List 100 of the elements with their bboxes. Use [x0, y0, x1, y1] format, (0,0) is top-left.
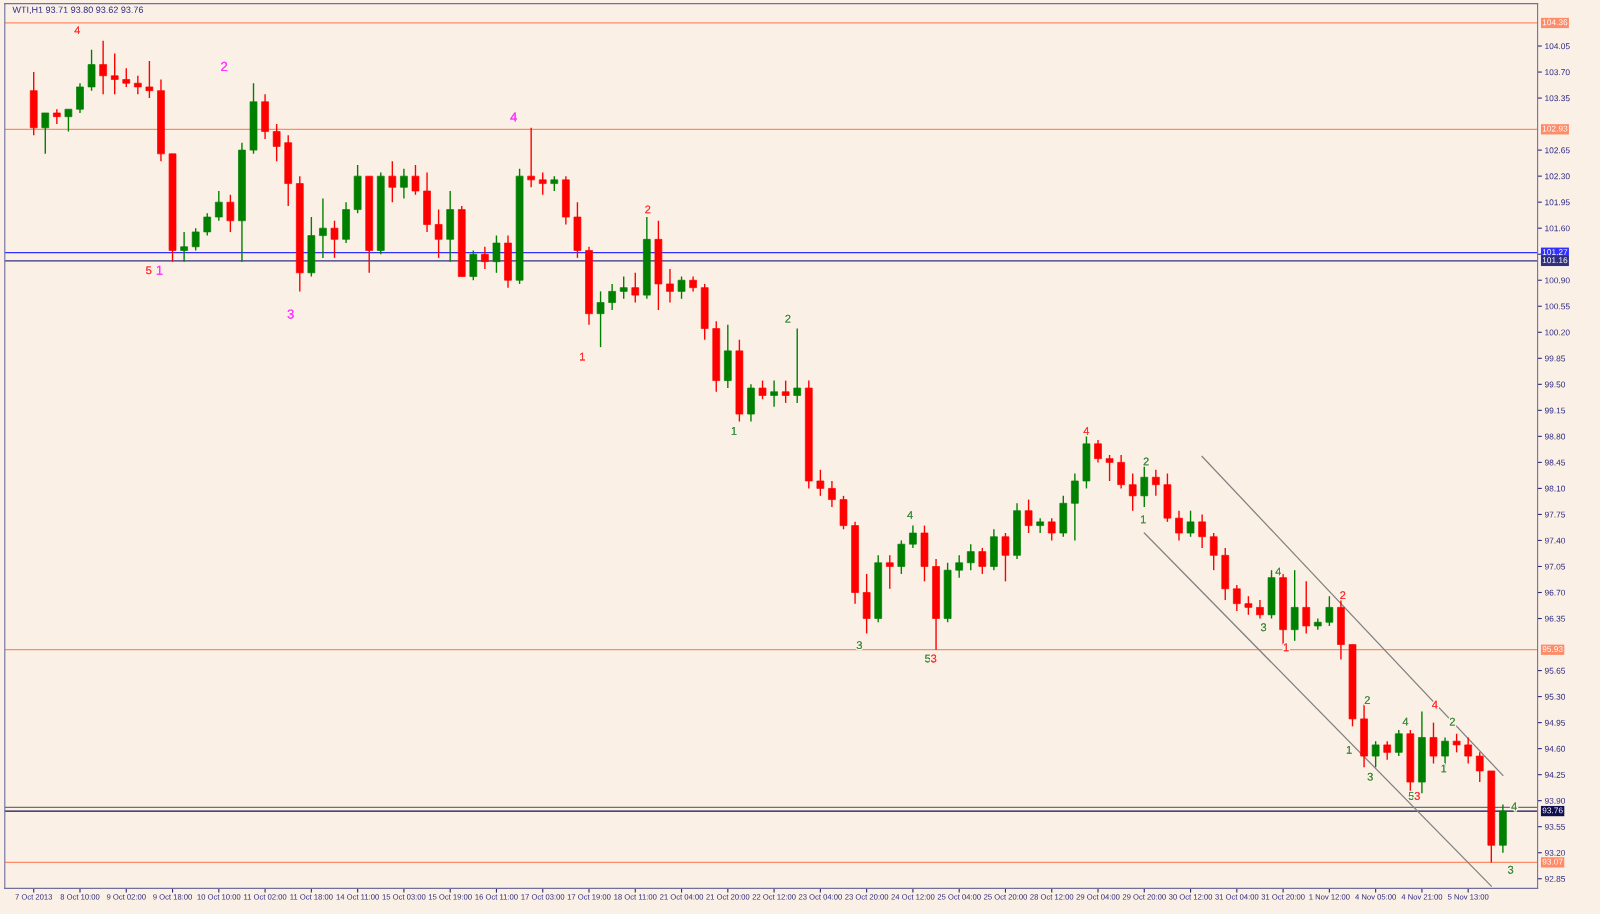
annotation: 1: [1441, 764, 1447, 773]
candlestick: [41, 112, 50, 155]
candlestick: [527, 127, 535, 188]
annotation: 1: [1346, 746, 1352, 754]
candlestick: [955, 554, 964, 579]
candlestick: [134, 75, 142, 96]
annotation: 4: [74, 26, 81, 35]
candlestick: [1047, 517, 1056, 542]
y-tick-label: 97.40: [1544, 537, 1566, 544]
candlestick: [411, 164, 420, 196]
y-tick-label: 93.90: [1544, 797, 1566, 804]
y-tick-label: 102.65: [1545, 147, 1570, 154]
y-tick-label: 95.30: [1544, 693, 1566, 700]
candlestick: [1383, 740, 1392, 761]
ref-line-label: 102.93: [1542, 125, 1568, 132]
candlestick: [110, 52, 119, 96]
candlestick: [1186, 510, 1195, 538]
candlestick: [966, 543, 975, 571]
chart-title: WTI,H1 93.71 93.80 93.62 93.76: [12, 6, 144, 15]
candlestick: [1464, 736, 1473, 765]
candlestick: [180, 231, 188, 263]
candlestick: [99, 40, 107, 96]
y-tick-label: 96.35: [1544, 615, 1566, 622]
y-tick-label: 94.25: [1544, 771, 1566, 778]
candlestick: [1244, 595, 1253, 616]
candlestick: [481, 246, 489, 270]
y-tick-label: 97.05: [1544, 563, 1566, 570]
candlestick: [1209, 532, 1218, 571]
ref-line-label: 93.07: [1542, 858, 1563, 865]
candlestick: [191, 227, 200, 252]
candlestick: [1175, 510, 1183, 542]
annotation: 4: [1275, 567, 1282, 576]
candlestick: [1198, 513, 1206, 549]
y-tick-label: 94.95: [1544, 719, 1566, 726]
candlestick: [909, 524, 917, 549]
candlestick: [330, 220, 339, 259]
annotation: 4: [1083, 427, 1090, 435]
annotation: 1: [731, 427, 737, 435]
candlestick: [1290, 569, 1299, 642]
ref-line-label: 101.27: [1542, 249, 1568, 255]
candlestick: [978, 547, 987, 575]
candlestick: [434, 208, 443, 259]
candlestick: [793, 327, 802, 404]
annotation: 2: [645, 205, 651, 214]
candlestick: [319, 197, 327, 259]
y-tick-label: 98.45: [1544, 459, 1566, 466]
annotation: 2: [1143, 457, 1149, 466]
candlestick: [1452, 733, 1461, 754]
candlestick: [885, 554, 894, 590]
y-tick-label: 102.30: [1545, 173, 1570, 180]
annotation: 3: [856, 641, 862, 650]
annotation: 4: [1432, 700, 1438, 709]
candlestick: [677, 275, 686, 300]
candlestick: [619, 275, 628, 300]
ref-line-label: 101.16: [1542, 257, 1568, 264]
y-tick-label: 94.60: [1544, 745, 1566, 752]
candlestick: [816, 469, 825, 497]
candlestick: [770, 379, 778, 408]
annotation: 2: [221, 61, 228, 72]
candlestick: [492, 234, 501, 274]
y-tick-label: 92.85: [1544, 875, 1566, 882]
y-tick-label: 99.85: [1544, 355, 1566, 362]
annotation: 1: [1140, 515, 1146, 524]
y-tick-label: 98.10: [1544, 485, 1566, 492]
candlestick: [1105, 454, 1114, 482]
candlestick: [1117, 454, 1125, 490]
y-tick-label: 103.35: [1545, 95, 1570, 102]
candlestick: [1371, 740, 1380, 768]
annotation: 3: [1367, 772, 1373, 781]
y-tick-label: 99.50: [1544, 381, 1566, 388]
annotation: 5: [146, 266, 152, 275]
annotation: 2: [785, 314, 791, 323]
candlestick: [1429, 721, 1438, 765]
annotation: 4: [907, 511, 913, 519]
candlestick: [64, 108, 73, 133]
annotation: 3: [1507, 865, 1514, 874]
ref-line-label: 104.36: [1542, 19, 1568, 26]
annotation: 3: [287, 309, 294, 319]
candlestick: [1128, 472, 1137, 512]
annotation: 1: [580, 352, 585, 361]
candlestick: [1094, 439, 1102, 464]
candlestick: [76, 82, 84, 114]
candlestick: [1302, 580, 1311, 635]
y-tick-label: 97.75: [1544, 511, 1566, 518]
candlestick: [53, 108, 61, 125]
candlestick: [781, 379, 790, 404]
candlestick: [145, 60, 154, 99]
annotation: 5: [1408, 792, 1414, 800]
annotation: 5: [925, 654, 931, 663]
candlestick: [1024, 498, 1033, 534]
y-tick-label: 100.90: [1545, 277, 1570, 284]
candlestick: [272, 123, 281, 162]
annotation: 3: [1414, 792, 1420, 800]
y-tick-label: 93.55: [1544, 823, 1566, 830]
y-tick-label: 95.65: [1544, 667, 1566, 674]
candlestick: [538, 171, 547, 196]
y-tick-label: 100.20: [1545, 329, 1570, 336]
annotation: 4: [1402, 717, 1409, 726]
candlestick: [226, 194, 235, 233]
candlestick: [1394, 729, 1403, 757]
